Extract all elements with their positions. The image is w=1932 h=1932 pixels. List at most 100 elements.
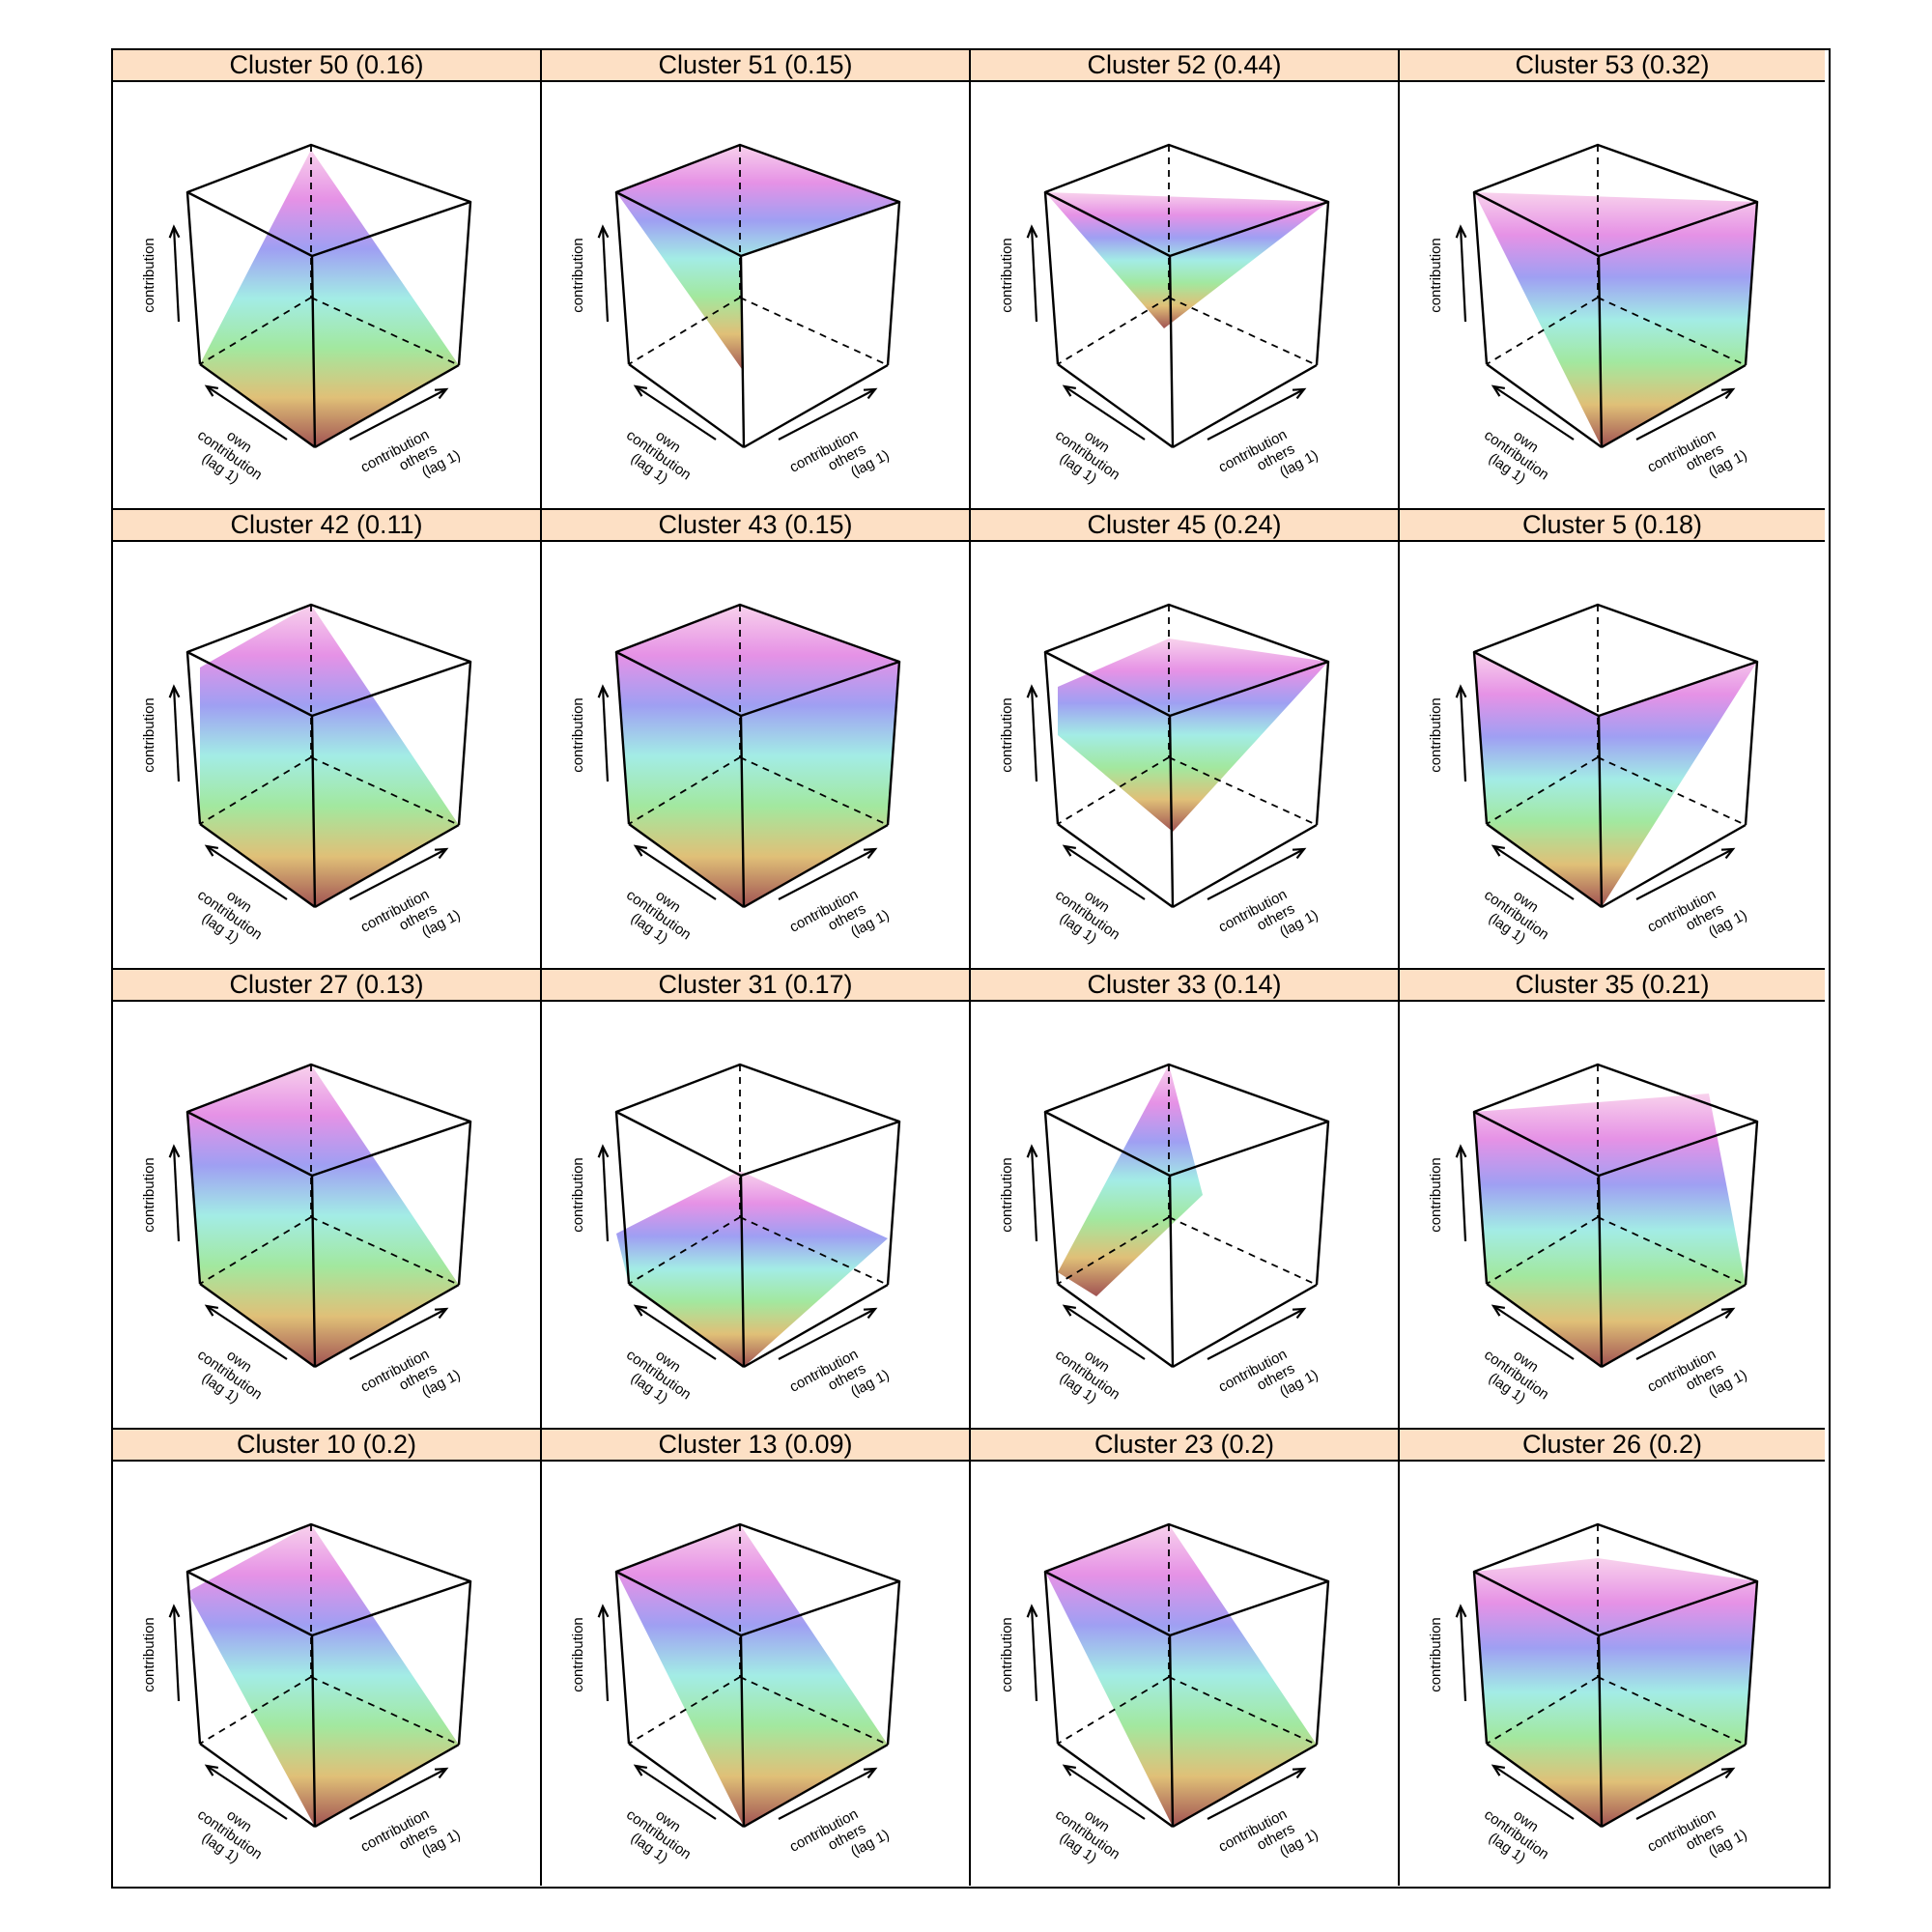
cube-edges xyxy=(1472,143,1759,449)
z-axis-label: contribution xyxy=(570,697,586,773)
cluster-panel: Cluster 5 (0.18) contribution owncontribut… xyxy=(1400,510,1825,970)
surface-mesh xyxy=(616,1524,888,1827)
own-axis-label: owncontribution(lag 1) xyxy=(613,1333,703,1416)
cube-edges xyxy=(1043,1063,1330,1369)
others-axis-label: contributionothers(lag 1) xyxy=(1216,878,1321,965)
axis-arrows xyxy=(1455,1144,1736,1360)
panel-strip-title: Cluster 27 (0.13) xyxy=(113,970,540,1002)
panel-strip-title: Cluster 35 (0.21) xyxy=(1400,970,1825,1002)
cube-hidden-edges xyxy=(628,605,889,826)
z-axis-label: contribution xyxy=(999,1157,1015,1233)
panel-strip-title: Cluster 51 (0.15) xyxy=(542,50,969,82)
own-axis-label: owncontribution(lag 1) xyxy=(185,1793,274,1876)
others-axis-label: contributionothers(lag 1) xyxy=(1216,1798,1321,1885)
z-axis-label: contribution xyxy=(1428,1157,1444,1233)
surface-plot: contribution owncontribution(lag 1) contri… xyxy=(1428,603,1759,965)
others-axis-label: contributionothers(lag 1) xyxy=(787,418,893,505)
surface-plot: contribution owncontribution(lag 1) contri… xyxy=(570,1522,901,1885)
axis-arrows xyxy=(168,224,449,440)
cube-hidden-edges xyxy=(1057,605,1318,826)
cube-edges xyxy=(1472,1063,1759,1369)
own-axis-label: owncontribution(lag 1) xyxy=(1042,1793,1132,1876)
axis-arrows xyxy=(168,684,449,900)
others-axis-label: contributionothers(lag 1) xyxy=(358,1798,464,1885)
surface-mesh xyxy=(616,145,899,372)
axis-arrows xyxy=(1026,1144,1307,1360)
others-axis-label: contributionothers(lag 1) xyxy=(1645,878,1750,965)
cluster-panel: Cluster 33 (0.14) contribution owncontribu… xyxy=(971,970,1400,1430)
z-axis-label: contribution xyxy=(141,697,157,773)
z-axis-label: contribution xyxy=(1428,238,1444,313)
cube-edges xyxy=(614,1063,901,1369)
panel-strip-title: Cluster 45 (0.24) xyxy=(971,510,1398,542)
cube-edges xyxy=(1043,1522,1330,1829)
cluster-panel: Cluster 23 (0.2) contribution owncontribut… xyxy=(971,1430,1400,1886)
surface-plot: contribution owncontribution(lag 1) contri… xyxy=(1428,1063,1759,1425)
panel-strip-title: Cluster 10 (0.2) xyxy=(113,1430,540,1462)
axis-arrows xyxy=(1455,684,1736,900)
surface-mesh xyxy=(616,605,899,907)
cube-hidden-edges xyxy=(199,1065,460,1286)
cube-edges xyxy=(185,143,472,449)
z-axis-label: contribution xyxy=(141,238,157,313)
cube-hidden-edges xyxy=(1486,145,1747,366)
z-axis-label: contribution xyxy=(1428,697,1444,773)
z-axis-label: contribution xyxy=(999,1617,1015,1692)
cube-hidden-edges xyxy=(199,1524,460,1746)
cluster-panel: Cluster 45 (0.24) contribution owncontribu… xyxy=(971,510,1400,970)
panel-strip-title: Cluster 26 (0.2) xyxy=(1400,1430,1825,1462)
cluster-panel: Cluster 13 (0.09) contribution owncontribu… xyxy=(542,1430,971,1886)
surface-plot: contribution owncontribution(lag 1) contri… xyxy=(570,1063,901,1425)
others-axis-label: contributionothers(lag 1) xyxy=(1645,418,1750,505)
surface-plot: contribution owncontribution(lag 1) contri… xyxy=(141,603,472,947)
cluster-panel: Cluster 42 (0.11) contribution owncontribu… xyxy=(113,510,542,970)
others-axis-label: contributionothers(lag 1) xyxy=(787,1798,893,1885)
cube-edges xyxy=(614,603,901,909)
surface-mesh xyxy=(616,1171,888,1367)
others-axis-label: contributionothers(lag 1) xyxy=(1645,1338,1750,1425)
cluster-panel: Cluster 10 (0.2) contribution owncontribut… xyxy=(113,1430,542,1886)
surface-mesh xyxy=(200,150,459,447)
panel-strip-title: Cluster 53 (0.32) xyxy=(1400,50,1825,82)
cube-edges xyxy=(614,1522,901,1829)
others-axis-label: contributionothers(lag 1) xyxy=(1216,418,1321,505)
axis-arrows xyxy=(1026,1604,1307,1820)
own-axis-label: owncontribution(lag 1) xyxy=(1471,873,1561,956)
panel-strip-title: Cluster 52 (0.44) xyxy=(971,50,1398,82)
panel-strip-title: Cluster 31 (0.17) xyxy=(542,970,969,1002)
others-axis-label: contributionothers(lag 1) xyxy=(787,1338,893,1425)
surface-mesh xyxy=(1474,192,1757,447)
panel-strip-title: Cluster 33 (0.14) xyxy=(971,970,1398,1002)
surface-mesh xyxy=(200,605,459,907)
surface-plot: contribution owncontribution(lag 1) contri… xyxy=(1428,1522,1759,1876)
z-axis-label: contribution xyxy=(141,1617,157,1692)
others-axis-label: contributionothers(lag 1) xyxy=(787,878,893,965)
cube-edges xyxy=(1043,603,1330,909)
surface-plot: contribution owncontribution(lag 1) contri… xyxy=(999,603,1330,965)
own-axis-label: owncontribution(lag 1) xyxy=(185,1333,274,1416)
own-axis-label: owncontribution(lag 1) xyxy=(185,413,274,497)
cube-hidden-edges xyxy=(628,145,889,366)
surface-plot: contribution owncontribution(lag 1) contri… xyxy=(141,143,472,497)
cube-edges xyxy=(185,1063,472,1369)
own-axis-label: owncontribution(lag 1) xyxy=(1471,1793,1561,1876)
cluster-panel: Cluster 26 (0.2) contribution owncontribut… xyxy=(1400,1430,1825,1886)
cube-hidden-edges xyxy=(1057,145,1318,366)
cube-hidden-edges xyxy=(1057,1524,1318,1746)
cube-edges xyxy=(185,1522,472,1829)
surface-mesh xyxy=(1058,1065,1203,1296)
cluster-panel: Cluster 53 (0.32) contribution owncontribu… xyxy=(1400,50,1825,510)
own-axis-label: owncontribution(lag 1) xyxy=(613,1793,703,1876)
axis-arrows xyxy=(597,684,878,900)
cluster-panel: Cluster 50 (0.16) contribution owncontribu… xyxy=(113,50,542,510)
axis-arrows xyxy=(597,1604,878,1820)
axis-arrows xyxy=(597,224,878,440)
cluster-panel: Cluster 52 (0.44) contribution owncontribu… xyxy=(971,50,1400,510)
cube-hidden-edges xyxy=(199,145,460,366)
panel-strip-title: Cluster 5 (0.18) xyxy=(1400,510,1825,542)
cube-edges xyxy=(1472,1522,1759,1829)
cube-hidden-edges xyxy=(1486,1524,1747,1746)
surface-plot: contribution owncontribution(lag 1) contri… xyxy=(999,143,1330,505)
surface-plot: contribution owncontribution(lag 1) contri… xyxy=(570,603,901,965)
cube-hidden-edges xyxy=(1057,1065,1318,1286)
